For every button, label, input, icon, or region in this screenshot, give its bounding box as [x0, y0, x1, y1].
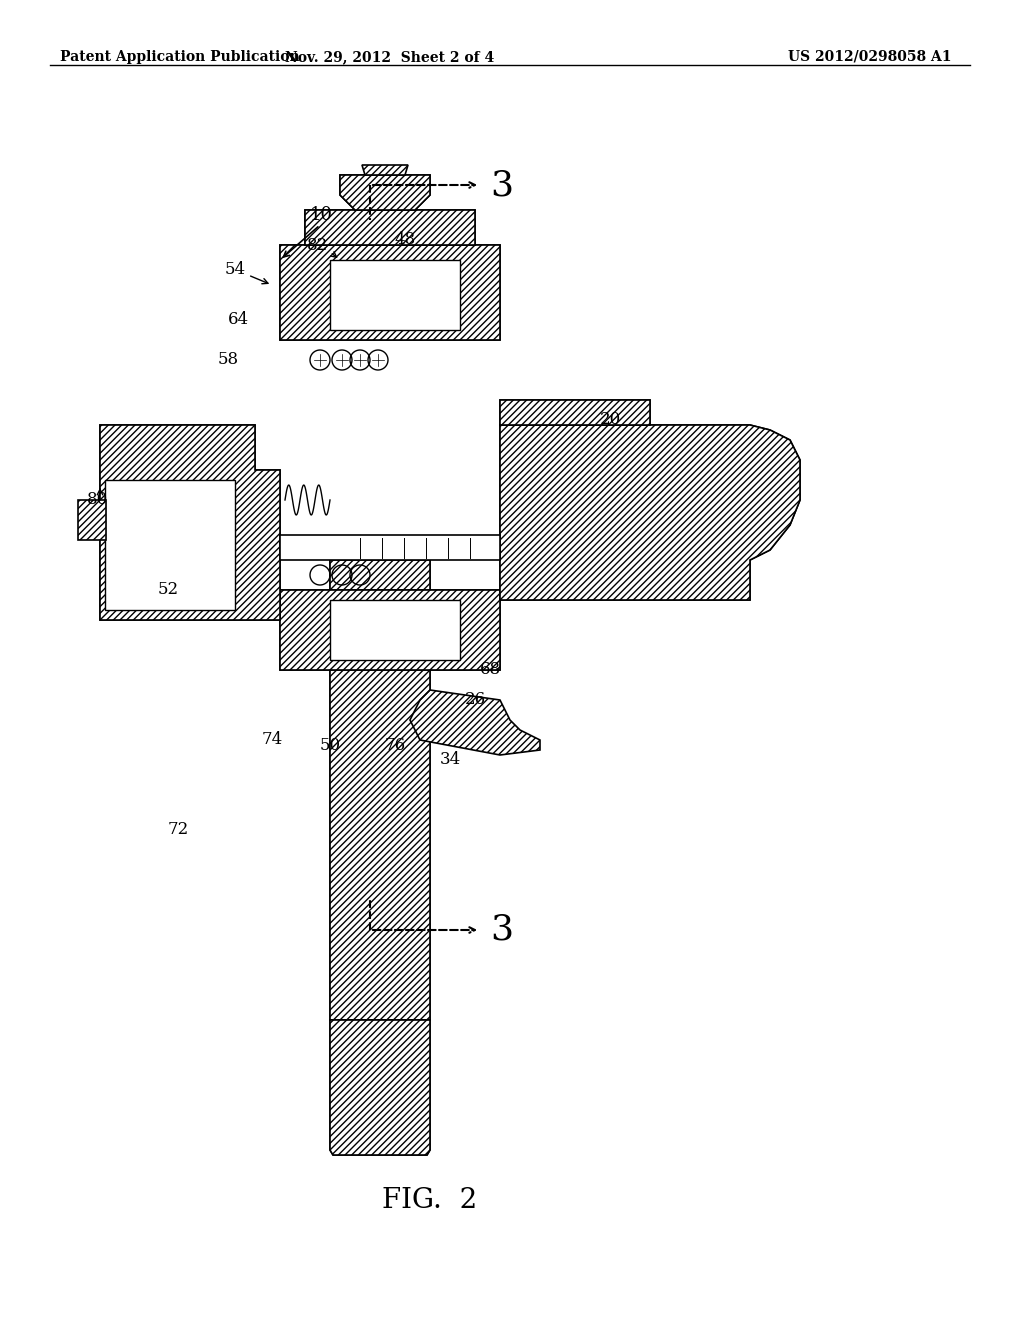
Bar: [330, 260, 460, 330]
Polygon shape: [362, 165, 408, 176]
Text: 50: 50: [319, 737, 341, 754]
Polygon shape: [340, 176, 430, 210]
Bar: [280, 535, 500, 560]
Text: 58: 58: [217, 351, 239, 368]
Text: 26: 26: [465, 692, 485, 709]
Text: Patent Application Publication: Patent Application Publication: [60, 50, 300, 63]
Polygon shape: [410, 690, 540, 755]
Polygon shape: [500, 425, 800, 601]
Text: 54: 54: [224, 261, 246, 279]
Text: FIG.  2: FIG. 2: [382, 1187, 477, 1213]
Text: 80: 80: [86, 491, 108, 508]
Text: 82: 82: [307, 236, 329, 253]
Text: 68: 68: [479, 661, 501, 678]
Text: 76: 76: [384, 737, 406, 754]
Text: 34: 34: [439, 751, 461, 768]
Polygon shape: [325, 560, 435, 1020]
Text: 48: 48: [394, 231, 416, 248]
Text: 72: 72: [167, 821, 188, 838]
Polygon shape: [330, 1020, 430, 1155]
Text: US 2012/0298058 A1: US 2012/0298058 A1: [788, 50, 951, 63]
Text: 3: 3: [490, 913, 513, 946]
Polygon shape: [500, 400, 650, 425]
Bar: [78, 500, 106, 540]
Text: Nov. 29, 2012  Sheet 2 of 4: Nov. 29, 2012 Sheet 2 of 4: [286, 50, 495, 63]
Text: 74: 74: [261, 731, 283, 748]
Text: 64: 64: [227, 312, 249, 329]
Polygon shape: [280, 590, 500, 671]
Text: 52: 52: [158, 582, 178, 598]
Text: 3: 3: [490, 168, 513, 202]
Polygon shape: [100, 425, 280, 620]
Bar: [105, 480, 234, 610]
Bar: [330, 601, 460, 660]
Text: 20: 20: [599, 412, 621, 429]
Polygon shape: [280, 246, 500, 341]
Polygon shape: [305, 210, 475, 246]
Text: 10: 10: [310, 206, 333, 224]
